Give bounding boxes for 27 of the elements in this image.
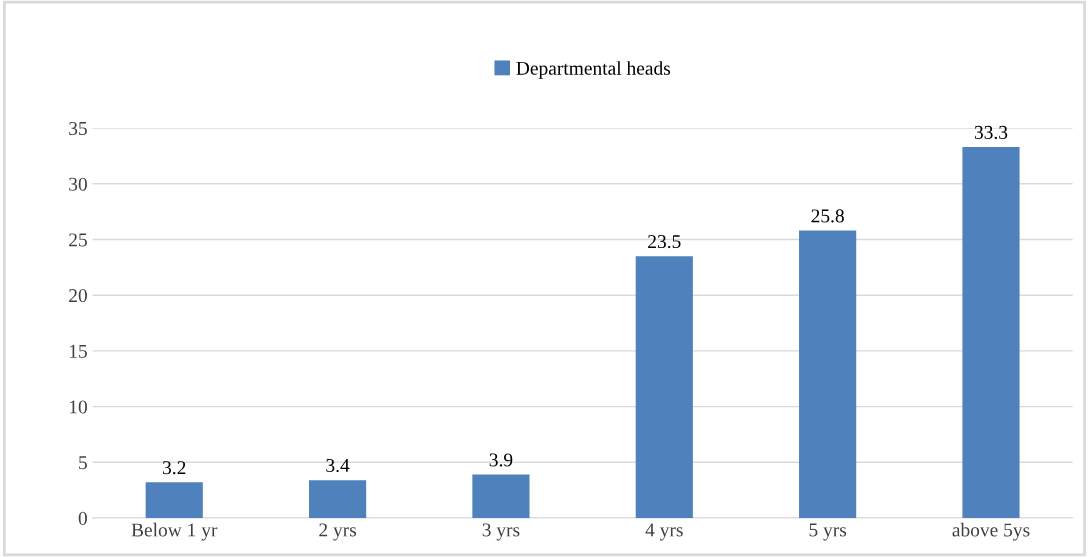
bar <box>962 147 1020 519</box>
bar <box>635 256 693 519</box>
data-label: 33.3 <box>974 125 1008 140</box>
y-tick-label: 35 <box>69 121 87 136</box>
y-tick-label: 15 <box>69 344 87 358</box>
x-tick-label: 2 yrs <box>319 523 357 541</box>
data-label: 3.4 <box>326 458 350 473</box>
y-tick-label: 5 <box>79 456 87 470</box>
y-tick-label: 25 <box>69 233 87 247</box>
bar <box>472 474 530 519</box>
x-tick-label: above 5ys <box>952 522 1030 541</box>
x-tick-label: 4 yrs <box>645 523 683 541</box>
data-label: 3.2 <box>163 461 186 475</box>
x-tick-label: Below 1 yr <box>131 522 218 541</box>
bar <box>799 230 857 519</box>
y-tick-label: 10 <box>69 400 87 414</box>
x-tick-label: 3 yrs <box>482 523 520 541</box>
legend-label: Departmental heads <box>516 61 671 79</box>
data-label: 25.8 <box>811 209 844 223</box>
x-tick-label: 5 yrs <box>809 523 847 541</box>
y-tick-label: 20 <box>69 289 87 303</box>
bar <box>145 482 203 519</box>
bar <box>309 480 367 519</box>
data-label: 3.9 <box>489 453 513 467</box>
data-label: 23.5 <box>648 235 681 249</box>
y-tick-label: 0 <box>78 511 87 525</box>
y-tick-label: 30 <box>69 177 87 191</box>
